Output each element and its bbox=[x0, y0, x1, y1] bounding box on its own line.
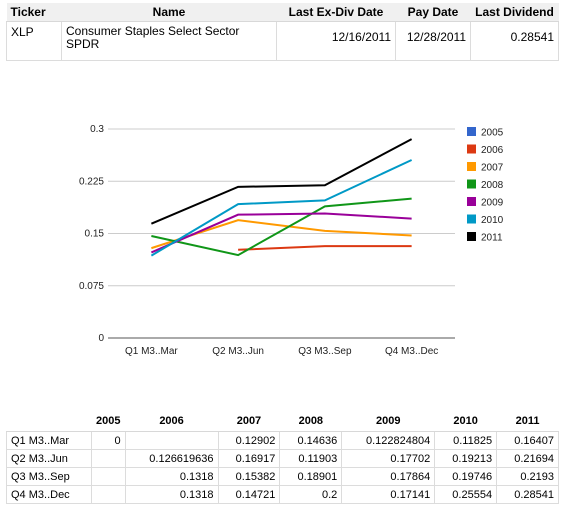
header-ticker: Ticker bbox=[6, 3, 62, 22]
table-cell: 0.126619636 bbox=[124, 449, 219, 468]
header-name: Name bbox=[61, 3, 277, 22]
table-row: Q1 M3..Mar 0 0.12902 0.14636 0.122824804 0.11… bbox=[6, 431, 559, 450]
chart-series bbox=[150, 138, 413, 339]
x-tick-label: Q2 M3..Jun bbox=[212, 346, 264, 357]
table-cell: 0.17702 bbox=[341, 449, 436, 468]
last-dividend-cell: 0.28541 bbox=[470, 21, 559, 61]
table-cell: 0.11903 bbox=[279, 449, 343, 468]
series-line-2011 bbox=[150, 138, 413, 225]
header-pay-date: Pay Date bbox=[395, 3, 471, 22]
legend-swatch-2009 bbox=[467, 197, 476, 206]
data-table-header-row: 2005 2006 2007 2008 2009 2010 2011 bbox=[6, 411, 559, 432]
legend-label-2008: 2008 bbox=[481, 180, 504, 191]
header-last-dividend: Last Dividend bbox=[470, 3, 559, 22]
table-cell: 0.1318 bbox=[124, 485, 219, 504]
summary-header-row: Ticker Name Last Ex-Div Date Pay Date La… bbox=[6, 3, 559, 22]
table-cell: 0.14636 bbox=[279, 431, 343, 450]
table-cell: 0.12902 bbox=[217, 431, 281, 450]
summary-row: XLP Consumer Staples Select Sector SPDR … bbox=[6, 21, 559, 61]
data-table-header-2006: 2006 bbox=[125, 411, 219, 432]
data-table-body: Q1 M3..Mar 0 0.12902 0.14636 0.122824804 0.11… bbox=[6, 431, 559, 504]
table-cell: 0.15382 bbox=[217, 467, 281, 486]
legend-swatch-2008 bbox=[467, 179, 476, 189]
chart-gridlines bbox=[108, 128, 455, 339]
series-line-2006 bbox=[238, 245, 412, 251]
row-label-cell: Q1 M3..Mar bbox=[6, 431, 92, 450]
data-table-header-2011: 2011 bbox=[496, 411, 559, 432]
ex-div-date-cell: 12/16/2011 bbox=[276, 21, 396, 61]
table-cell: 0.19213 bbox=[434, 449, 498, 468]
dividend-summary-table: Ticker Name Last Ex-Div Date Pay Date La… bbox=[6, 3, 559, 61]
table-cell: 0 bbox=[91, 431, 126, 450]
legend-label-2009: 2009 bbox=[481, 198, 504, 209]
table-row: Q4 M3..Dec 0.1318 0.14721 0.2 0.17141 0.25554… bbox=[6, 485, 559, 504]
data-table-corner bbox=[6, 411, 92, 432]
series-line-2009 bbox=[150, 212, 412, 254]
table-cell: 0.17141 bbox=[341, 485, 436, 504]
legend-swatch-2006 bbox=[467, 144, 476, 154]
table-cell bbox=[91, 467, 126, 486]
table-cell: 0.28541 bbox=[496, 485, 559, 504]
fund-name: Consumer Staples Select Sector SPDR bbox=[66, 24, 240, 51]
legend-label-2010: 2010 bbox=[481, 215, 504, 226]
y-tick-label: 0.15 bbox=[85, 229, 105, 240]
table-cell: 0.18901 bbox=[279, 467, 343, 486]
fund-name-cell: Consumer Staples Select Sector SPDR bbox=[61, 21, 277, 61]
table-cell: 0.2 bbox=[279, 485, 343, 504]
legend-label-2007: 2007 bbox=[481, 163, 504, 174]
data-table-header-2007: 2007 bbox=[218, 411, 280, 432]
y-axis-tick-labels: 0 0.075 0.15 0.225 0.3 bbox=[79, 124, 104, 344]
data-table-header-2005: 2005 bbox=[91, 411, 126, 432]
table-cell bbox=[91, 449, 126, 468]
data-table-header-2008: 2008 bbox=[279, 411, 342, 432]
table-cell: 0.122824804 bbox=[341, 431, 436, 450]
table-cell bbox=[124, 431, 219, 450]
table-cell: 0.2193 bbox=[496, 467, 559, 486]
table-cell: 0.17864 bbox=[341, 467, 436, 486]
quarterly-dividend-table: 2005 2006 2007 2008 2009 2010 2011 Q1 M3..Mar 0… bbox=[6, 411, 559, 504]
series-line-2008 bbox=[151, 197, 412, 257]
x-tick-label: Q1 M3..Mar bbox=[125, 346, 178, 357]
table-cell: 0.14721 bbox=[217, 485, 281, 504]
table-cell: 0.11825 bbox=[434, 431, 498, 450]
series-line-2010 bbox=[150, 159, 413, 257]
legend-swatch-2011 bbox=[467, 232, 476, 241]
table-cell: 0.16917 bbox=[217, 449, 281, 468]
legend-label-2011: 2011 bbox=[481, 233, 503, 244]
row-label-cell: Q3 M3..Sep bbox=[6, 467, 92, 486]
table-row: Q3 M3..Sep 0.1318 0.15382 0.18901 0.17864 0.1… bbox=[6, 467, 559, 486]
table-row: Q2 M3..Jun 0.126619636 0.16917 0.11903 0.177… bbox=[6, 449, 559, 468]
pay-date-cell: 12/28/2011 bbox=[395, 21, 471, 61]
table-cell bbox=[91, 485, 126, 504]
table-cell: 0.19746 bbox=[434, 467, 498, 486]
y-tick-label: 0.075 bbox=[79, 281, 104, 292]
table-cell: 0.1318 bbox=[124, 467, 219, 486]
y-tick-label: 0 bbox=[98, 333, 104, 344]
y-tick-label: 0.225 bbox=[79, 176, 104, 187]
legend-label-2006: 2006 bbox=[481, 145, 504, 156]
legend-swatch-2005 bbox=[467, 127, 476, 136]
table-cell: 0.25554 bbox=[434, 485, 498, 504]
legend-swatch-2007 bbox=[467, 162, 476, 171]
x-tick-label: Q4 M3..Dec bbox=[385, 346, 438, 357]
row-label-cell: Q4 M3..Dec bbox=[6, 485, 92, 504]
legend-swatch-2010 bbox=[467, 214, 476, 224]
x-axis-tick-labels: Q1 M3..Mar Q2 M3..Jun Q3 M3..Sep Q4 M3..Dec bbox=[125, 346, 438, 357]
chart-legend: 2005 2006 2007 2008 2009 2010 2011 bbox=[467, 127, 504, 244]
header-last-ex-div-date: Last Ex-Div Date bbox=[276, 3, 396, 22]
data-table-header-2009: 2009 bbox=[341, 411, 435, 432]
x-tick-label: Q3 M3..Sep bbox=[298, 346, 352, 357]
row-label-cell: Q2 M3..Jun bbox=[6, 449, 92, 468]
y-tick-label: 0.3 bbox=[90, 124, 104, 135]
ticker-cell: XLP bbox=[6, 21, 62, 61]
table-cell: 0.21694 bbox=[496, 449, 559, 468]
table-cell: 0.16407 bbox=[496, 431, 559, 450]
data-table-header-2010: 2010 bbox=[434, 411, 497, 432]
legend-label-2005: 2005 bbox=[481, 128, 504, 139]
